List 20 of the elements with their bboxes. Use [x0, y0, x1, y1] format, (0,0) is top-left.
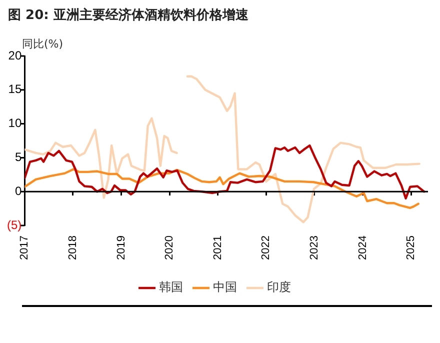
- y-axis-title: 同比(%): [22, 37, 64, 50]
- y-tick-label: (5): [6, 218, 22, 232]
- x-tick-label: 2019: [115, 236, 128, 260]
- x-tick-label: 2020: [164, 236, 176, 260]
- x-tick-label: 2017: [18, 236, 31, 260]
- y-tick-label: 20: [8, 48, 22, 62]
- y-tick-label: 10: [8, 116, 22, 130]
- x-tick-label: 2023: [308, 236, 321, 260]
- y-tick-label: 0: [14, 184, 22, 198]
- legend-label: 印度: [267, 280, 291, 294]
- chart-title: 图 20: 亚洲主要经济体酒精饮料价格增速: [8, 6, 248, 24]
- x-tick-label: 2018: [67, 236, 79, 260]
- y-tick-label: 15: [8, 82, 22, 96]
- legend-label: 中国: [213, 280, 237, 294]
- x-tick-label: 2024: [356, 236, 369, 260]
- legend-label: 韩国: [159, 280, 183, 294]
- x-tick-label: 2025: [405, 236, 418, 260]
- x-tick-label: 2022: [260, 236, 272, 260]
- y-tick-label: 5: [14, 150, 22, 164]
- x-tick-label: 2021: [212, 236, 224, 260]
